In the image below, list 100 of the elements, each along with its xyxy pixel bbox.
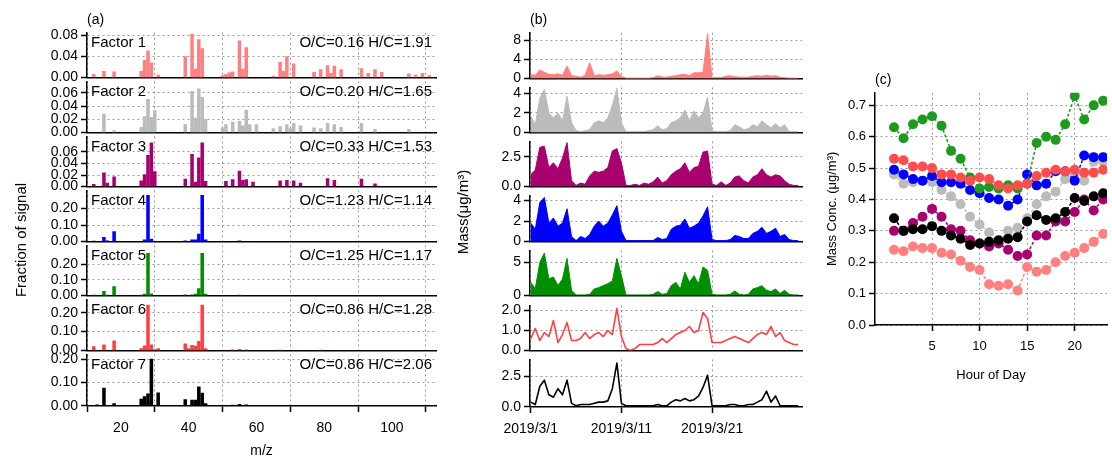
y-axis-title: Mass Conc. (μg/m³) [824, 151, 840, 266]
x-tick-label: 2019/3/21 [680, 420, 744, 437]
y-tick-label: 0.0 [847, 316, 866, 332]
bar [373, 69, 377, 78]
y-tick-label: 0.4 [847, 190, 866, 206]
bar [200, 252, 204, 295]
point [1088, 205, 1099, 216]
point [974, 264, 985, 275]
bar [200, 195, 204, 242]
point [1041, 214, 1052, 225]
point [898, 245, 909, 256]
point [965, 211, 976, 222]
annotation: O/C=0.20 H/C=1.65 [299, 82, 432, 100]
bar [373, 183, 377, 187]
bar [112, 231, 116, 242]
y-tick-label: 0.2 [847, 253, 866, 269]
bar [102, 172, 106, 187]
point [927, 111, 938, 122]
bar [102, 113, 106, 133]
point [927, 220, 938, 231]
point [1088, 236, 1099, 247]
bar [197, 39, 201, 78]
point [1031, 170, 1042, 181]
bar [183, 178, 188, 187]
point [908, 161, 919, 172]
bar [183, 342, 188, 350]
point [1031, 230, 1042, 241]
y-tick-label: 2 [513, 103, 522, 120]
point [898, 178, 909, 189]
point [889, 164, 900, 175]
point [1031, 209, 1042, 220]
bar [427, 75, 431, 78]
point [1003, 244, 1014, 255]
point [1050, 186, 1061, 197]
point [1031, 198, 1042, 209]
bar [92, 345, 96, 350]
y-tick-label: 4 [513, 191, 522, 208]
y-tick-label: 1.0 [501, 321, 522, 338]
point [946, 169, 957, 180]
point [917, 211, 928, 222]
bar [146, 252, 150, 295]
bar [339, 69, 343, 78]
point [936, 247, 947, 258]
bar [339, 126, 343, 133]
y-tick-label: 0.10 [50, 322, 79, 338]
point [1041, 264, 1052, 275]
point [889, 122, 900, 132]
annotation: Factor 2 [91, 82, 147, 100]
bar [285, 179, 289, 187]
y-tick-label: 2.0 [501, 301, 522, 318]
point [1012, 231, 1023, 242]
x-tick-label: 60 [248, 418, 265, 435]
y-tick-label: 0.00 [50, 396, 79, 413]
bar [139, 347, 143, 350]
point [1088, 100, 1099, 111]
y-tick-label: 0 [513, 286, 522, 303]
point [946, 191, 957, 202]
point [984, 192, 995, 203]
bar [190, 91, 194, 133]
point [955, 233, 966, 244]
bar [224, 181, 228, 187]
point [1041, 230, 1052, 241]
point [1098, 164, 1107, 175]
y-tick-label: 0.0 [501, 397, 522, 414]
point [1060, 118, 1071, 129]
point [908, 241, 919, 252]
point [1069, 92, 1080, 101]
annotation: Factor 4 [91, 191, 147, 209]
point [1050, 256, 1061, 267]
y-tick-label: 0.5 [847, 159, 866, 175]
bar [312, 127, 316, 133]
point [917, 223, 928, 234]
point [1050, 213, 1061, 223]
y-axis-title: Fraction of signal [11, 182, 29, 298]
x-tick-label: 100 [380, 418, 404, 435]
point [965, 239, 976, 250]
y-tick-label: 0 [513, 232, 522, 249]
annotation: Factor 7 [91, 354, 147, 372]
y-tick-label: 0.20 [50, 303, 79, 320]
y-tick-label: 4 [513, 84, 522, 101]
point [898, 132, 909, 143]
point [984, 227, 995, 238]
bar [153, 110, 157, 133]
y-tick-label: 0.04 [50, 47, 79, 64]
bar [112, 176, 116, 187]
point [993, 194, 1004, 205]
point [1069, 192, 1080, 203]
bar [251, 181, 255, 187]
point [993, 234, 1004, 245]
annotation: Factor 1 [91, 33, 147, 51]
point [1069, 206, 1080, 217]
point [1050, 134, 1061, 145]
y-tick-label: 4 [513, 50, 522, 67]
bar [190, 344, 194, 350]
bar [278, 180, 282, 187]
point [908, 118, 919, 129]
point [1060, 206, 1071, 217]
y-tick-label: 2 [513, 211, 522, 228]
y-axis-title: Mass(μg/m³) [453, 169, 471, 255]
bar [278, 126, 282, 133]
